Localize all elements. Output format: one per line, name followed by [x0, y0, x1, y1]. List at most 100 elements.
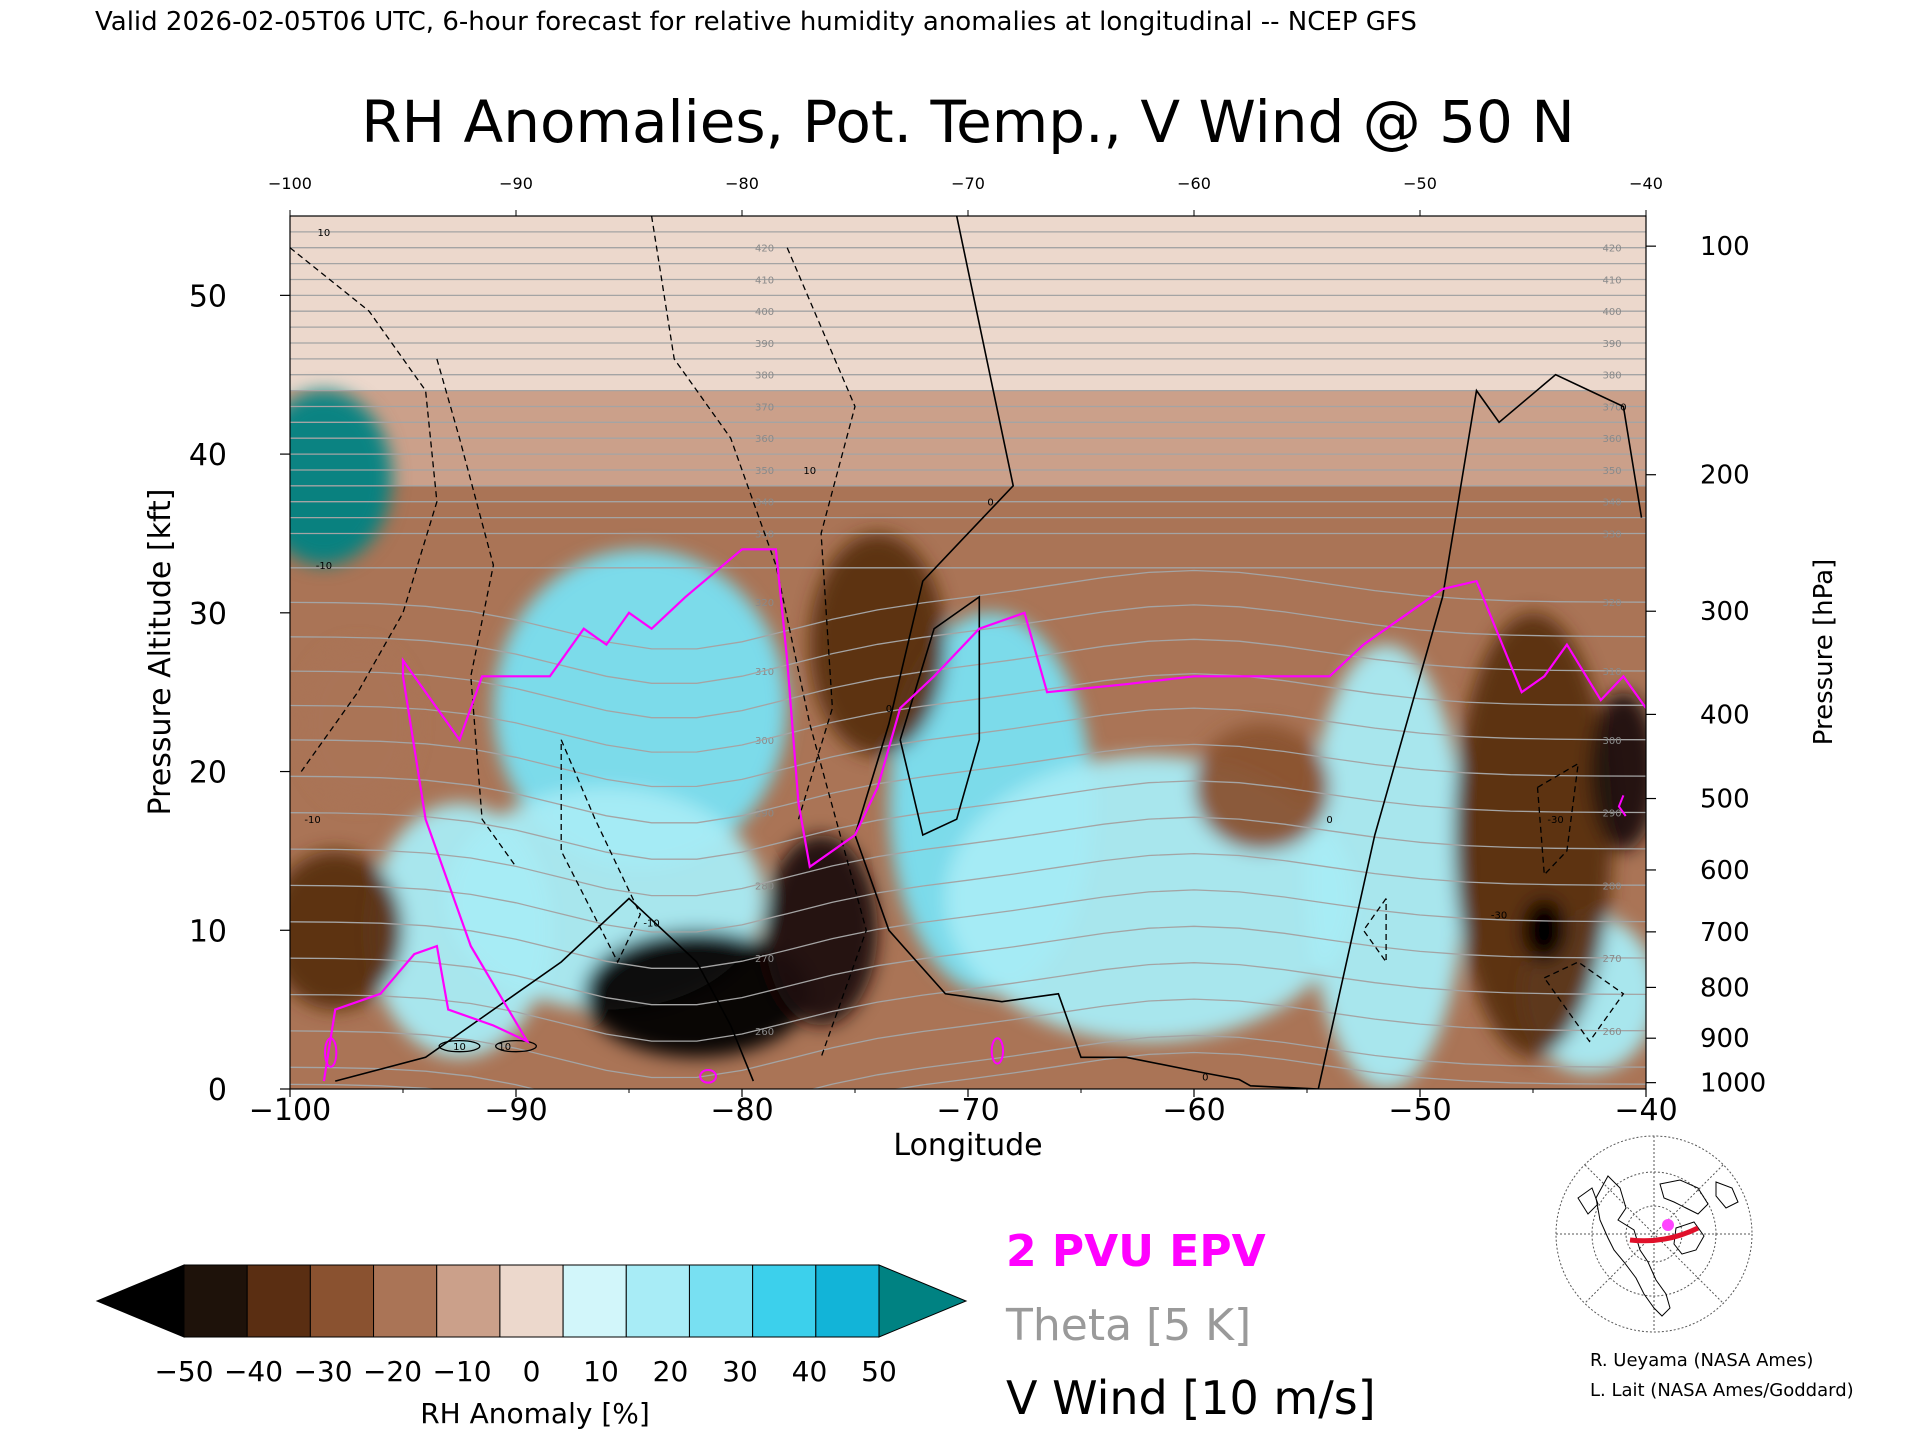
- v-wind-dashed-line: [1536, 762, 1580, 877]
- top-tick-label: −60: [1177, 174, 1211, 193]
- y-tick-label: 0: [208, 1073, 227, 1108]
- y-tick-label: 50: [189, 279, 227, 314]
- theta-label: 330: [1603, 529, 1622, 540]
- theta-contour: [290, 673, 1646, 753]
- v-wind-zero-line: [1317, 373, 1643, 1089]
- pressure-tick-label: 900: [1700, 1024, 1750, 1054]
- v-wind-label: 0: [987, 498, 993, 509]
- theta-contour: [290, 604, 1646, 684]
- colorbar-swatch: [309, 1264, 375, 1338]
- x-tick-label: −40: [1614, 1093, 1677, 1128]
- theta-label: 400: [1603, 307, 1622, 318]
- colorbar-swatch: [625, 1264, 690, 1338]
- theta-label: 260: [1603, 1027, 1622, 1038]
- y-tick-label: 30: [189, 597, 227, 632]
- colorbar-swatch: [752, 1264, 817, 1338]
- x-tick-label: −60: [1162, 1093, 1225, 1128]
- rh-dry-region: [1453, 612, 1613, 1058]
- theta-label: 370: [1603, 402, 1622, 413]
- theta-label: 390: [755, 339, 774, 350]
- theta-contours: 260 260 270 270 280 280 290 290 300 300 310 310 320 3…: [290, 231, 1646, 1089]
- theta-label: 360: [755, 434, 774, 445]
- v-wind-label: 10: [318, 228, 331, 239]
- theta-label: 340: [1603, 498, 1622, 509]
- y-tick-label: 10: [189, 914, 227, 949]
- theta-label: 380: [1603, 371, 1622, 382]
- chart-title: RH Anomalies, Pot. Temp., V Wind @ 50 N: [361, 88, 1575, 156]
- colorbar-tick-label: 10: [583, 1355, 619, 1388]
- top-tick-label: −80: [725, 174, 759, 193]
- theta-label: 270: [755, 954, 774, 965]
- v-wind-label: 10: [453, 1042, 466, 1053]
- rh-moist-region: [290, 390, 392, 566]
- credit-line-2: L. Lait (NASA Ames/Goddard): [1590, 1380, 1854, 1401]
- theta-contour: [290, 1034, 1646, 1089]
- theta-contour: [290, 998, 1646, 1079]
- legend-epv: 2 PVU EPV: [1006, 1226, 1266, 1277]
- axes: −100 −100 −90 −90 −80 −80 −70 −70 −60 −60 −50 −50 −4…: [189, 174, 1766, 1128]
- colorbar-tick-label: 20: [653, 1355, 689, 1388]
- theta-contour: [290, 743, 1646, 824]
- colorbar-tick-label: 30: [722, 1355, 758, 1388]
- v-wind-label: 0: [1326, 815, 1332, 826]
- rh-dry-region: [1194, 723, 1330, 851]
- top-tick-label: −70: [951, 174, 985, 193]
- theta-label: 280: [755, 881, 774, 892]
- top-tick-label: −50: [1403, 174, 1437, 193]
- v-wind-label: 10: [803, 466, 816, 477]
- x-axis-label: Longitude: [893, 1128, 1042, 1163]
- colorbar: −50 −40 −30 −20 −10 0 10 20 30 40 50: [95, 1264, 968, 1388]
- theta-label: 380: [755, 371, 774, 382]
- colorbar-under-triangle: [95, 1264, 185, 1338]
- rh-dry-region: [1589, 692, 1646, 851]
- pressure-tick-label: 1000: [1700, 1069, 1766, 1099]
- pressure-tick-label: 800: [1700, 973, 1750, 1003]
- v-wind-dashed-line: [1543, 961, 1625, 1043]
- y-tick-label: 20: [189, 756, 227, 791]
- epv-blip: [1617, 795, 1627, 817]
- colorbar-swatch: [436, 1264, 501, 1338]
- v-wind-small-loop: [438, 1039, 481, 1053]
- colorbar-tick-label: −30: [293, 1355, 352, 1388]
- theta-label: 370: [755, 402, 774, 413]
- colorbar-tick-label: 40: [792, 1355, 828, 1388]
- legend: 2 PVU EPV Theta [5 K] V Wind [10 m/s]: [1005, 1226, 1376, 1425]
- rh-dry-region: [290, 850, 403, 1010]
- colorbar-swatch: [246, 1264, 311, 1338]
- theta-contour: [290, 780, 1646, 860]
- y-tick-label: 40: [189, 438, 227, 473]
- theta-label: 300: [1603, 736, 1622, 747]
- theta-label: 410: [1603, 275, 1622, 286]
- legend-vwind: V Wind [10 m/s]: [1006, 1371, 1376, 1425]
- cross-section-path: [1629, 1225, 1700, 1244]
- epv-small-loop: [324, 1037, 338, 1068]
- top-tick-label: −40: [1629, 174, 1663, 193]
- theta-label: 320: [755, 598, 774, 609]
- pressure-tick-label: 300: [1700, 597, 1750, 627]
- theta-label: 310: [1603, 667, 1622, 678]
- pressure-tick-label: 400: [1700, 700, 1750, 730]
- colorbar-swatch: [183, 1264, 248, 1338]
- theta-label: 260: [755, 1027, 774, 1038]
- v-wind-dashed-line: [436, 358, 517, 868]
- colorbar-over-triangle: [878, 1264, 968, 1338]
- v-wind-zero-line: [334, 897, 755, 1082]
- rh-background-band: [290, 216, 1646, 391]
- top-tick-label: −90: [499, 174, 533, 193]
- pressure-tick-label: 100: [1700, 232, 1750, 262]
- x-tick-label: −80: [710, 1093, 773, 1128]
- v-wind-label: -10: [304, 815, 320, 826]
- v-wind-dashed-line: [290, 247, 438, 772]
- epv-small-loop: [990, 1037, 1005, 1065]
- theta-label: 290: [1603, 809, 1622, 820]
- theta-contour: [290, 925, 1646, 1006]
- v-wind-dashed-line: [650, 216, 867, 1058]
- theta-label: 310: [755, 667, 774, 678]
- plot-area: 260 260 270 270 280 280 290 290 300 300 310 310 320 3…: [289, 215, 1647, 1090]
- legend-theta: Theta [5 K]: [1005, 1300, 1251, 1351]
- v-wind-label: 0: [1620, 402, 1626, 413]
- x-tick-label: −70: [936, 1093, 999, 1128]
- rh-dry-region: [764, 835, 878, 1026]
- v-wind-label: 0: [1202, 1072, 1208, 1083]
